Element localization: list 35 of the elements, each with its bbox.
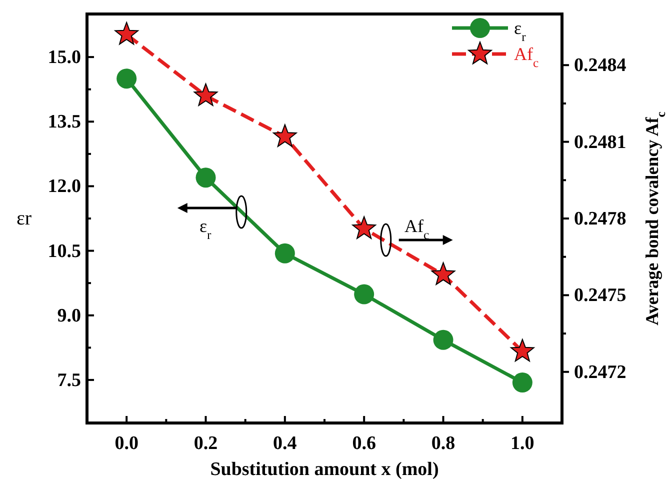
x-tick-label: 0.8: [431, 433, 456, 454]
annotation: Af$_{c}$: [404, 216, 430, 242]
x-axis-title: Substitution amount x (mol): [210, 459, 439, 479]
y-tick-label: 9.0: [57, 305, 81, 326]
x-tick-label: 0.4: [273, 433, 298, 454]
point: [114, 22, 138, 45]
y-tick-label: 15.0: [48, 47, 81, 68]
point: [352, 216, 376, 239]
x-tick-label: 0.2: [194, 433, 218, 454]
legend-label: ε$_{r}$: [514, 18, 527, 44]
point: [433, 330, 454, 350]
y-tick-label: 7.5: [57, 370, 81, 391]
point: [194, 83, 218, 106]
y2-tick-label: 0.2478: [574, 208, 626, 230]
point: [196, 168, 216, 188]
point: [510, 338, 534, 362]
point: [274, 243, 295, 264]
point: [116, 68, 137, 89]
y-axis-title: εr: [16, 208, 32, 230]
y2-tick-label: 0.2484: [574, 55, 627, 76]
y2-tick-label: 0.2481: [574, 132, 626, 153]
point: [431, 262, 456, 285]
point: [512, 372, 532, 393]
annotation: ε$_{r}$: [199, 216, 212, 242]
legend-label: Af$_{c}$: [514, 44, 539, 70]
x-tick-label: 0.6: [352, 433, 376, 454]
y-tick-label: 10.5: [48, 240, 81, 262]
y-tick-label: 12.0: [48, 176, 81, 198]
y2-tick-label: 0.2475: [574, 285, 626, 306]
x-tick-label: 1.0: [510, 433, 534, 454]
y2-tick-label: 0.2472: [574, 362, 626, 383]
x-tick-label: 0.0: [114, 433, 138, 454]
point: [273, 124, 297, 147]
y-tick-label: 13.5: [48, 112, 81, 133]
point: [354, 284, 374, 304]
